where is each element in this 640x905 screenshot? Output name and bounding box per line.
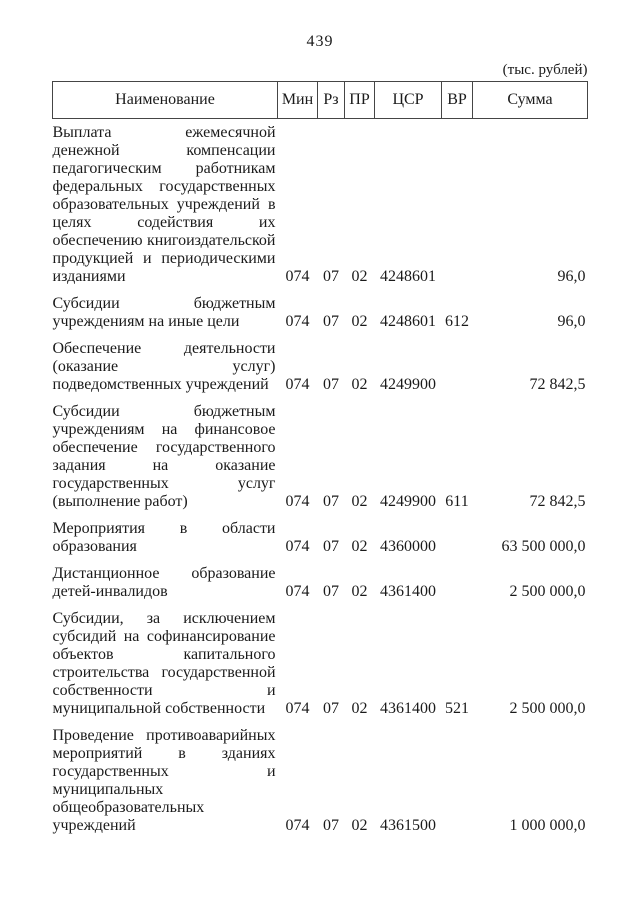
- row-name: Субсидии бюджетным учреждениям на финанс…: [52, 403, 276, 510]
- row-vr: [442, 718, 473, 835]
- row-min: 074: [285, 493, 310, 510]
- row-sum: 2 500 000,0: [509, 700, 586, 717]
- row-vr: [442, 119, 473, 287]
- row-sum: 63 500 000,0: [501, 538, 586, 555]
- row-vr: [442, 331, 473, 394]
- row-min: 074: [285, 583, 310, 600]
- page-number: 439: [306, 33, 334, 50]
- column-header-rz: Рз: [317, 81, 345, 119]
- row-min: 074: [285, 313, 310, 330]
- row-min: 074: [285, 817, 310, 834]
- row-csr: 4248601: [380, 268, 436, 285]
- row-csr: 4360000: [380, 538, 436, 555]
- row-vr: 611: [445, 493, 469, 510]
- table-row: Выплата ежемесячной денежной компенсации…: [53, 119, 588, 287]
- row-pr: 02: [351, 268, 368, 285]
- column-header-sum: Сумма: [472, 81, 588, 119]
- row-csr: 4249900: [380, 493, 436, 510]
- row-rz: 07: [323, 313, 339, 330]
- row-pr: 02: [351, 583, 368, 600]
- row-min: 074: [285, 268, 310, 285]
- table-row: Мероприятия в области образования 074 07…: [53, 511, 588, 556]
- row-pr: 02: [351, 817, 368, 834]
- table-row: Дистанционное образование детей-инвалидо…: [53, 556, 588, 601]
- table-row: Субсидии, за исключением субсидий на соф…: [53, 601, 588, 718]
- row-name: Дистанционное образование детей-инвалидо…: [52, 565, 276, 600]
- table-row: Проведение противоаварийных мероприятий …: [53, 718, 588, 835]
- row-pr: 02: [351, 538, 368, 555]
- row-name: Проведение противоаварийных мероприятий …: [52, 727, 276, 834]
- column-header-pr: ПР: [344, 81, 375, 119]
- units-note: (тыс. рублей): [502, 62, 588, 78]
- row-csr: 4248601: [380, 313, 436, 330]
- column-header-min: Мин: [277, 81, 318, 119]
- row-sum: 72 842,5: [529, 493, 586, 510]
- row-vr: 612: [445, 313, 469, 330]
- row-sum: 72 842,5: [529, 376, 586, 393]
- row-vr: [442, 511, 473, 556]
- table-row: Обеспечение деятельности (оказание услуг…: [53, 331, 588, 394]
- row-pr: 02: [351, 376, 368, 393]
- row-vr: [442, 556, 473, 601]
- row-sum: 96,0: [557, 268, 586, 285]
- row-sum: 96,0: [557, 313, 586, 330]
- row-min: 074: [285, 700, 310, 717]
- row-csr: 4361400: [380, 583, 436, 600]
- row-name: Субсидии бюджетным учреждениям на иные ц…: [52, 295, 276, 330]
- row-rz: 07: [323, 268, 339, 285]
- table-row: Субсидии бюджетным учреждениям на иные ц…: [53, 286, 588, 331]
- row-csr: 4361400: [380, 700, 436, 717]
- row-sum: 2 500 000,0: [509, 583, 586, 600]
- row-name: Выплата ежемесячной денежной компенсации…: [52, 124, 276, 285]
- column-header-csr: ЦСР: [374, 81, 442, 119]
- row-pr: 02: [351, 493, 368, 510]
- row-min: 074: [285, 376, 310, 393]
- row-rz: 07: [323, 700, 339, 717]
- row-rz: 07: [323, 817, 339, 834]
- row-csr: 4249900: [380, 376, 436, 393]
- row-rz: 07: [323, 493, 339, 510]
- row-csr: 4361500: [380, 817, 436, 834]
- row-vr: 521: [445, 700, 469, 717]
- row-rz: 07: [323, 376, 339, 393]
- column-header-vr: ВР: [441, 81, 473, 119]
- row-sum: 1 000 000,0: [509, 817, 586, 834]
- row-min: 074: [285, 538, 310, 555]
- table-header-row: Наименование Мин Рз ПР ЦСР ВР Сумма: [52, 81, 588, 119]
- table-row: Субсидии бюджетным учреждениям на финанс…: [53, 394, 588, 511]
- row-pr: 02: [351, 313, 368, 330]
- budget-table: Наименование Мин Рз ПР ЦСР ВР Сумма Выпл…: [52, 81, 588, 835]
- row-pr: 02: [351, 700, 368, 717]
- row-name: Мероприятия в области образования: [52, 520, 276, 555]
- row-rz: 07: [323, 538, 339, 555]
- row-rz: 07: [323, 583, 339, 600]
- column-header-name: Наименование: [52, 81, 278, 119]
- row-name: Обеспечение деятельности (оказание услуг…: [52, 340, 276, 393]
- row-name: Субсидии, за исключением субсидий на соф…: [52, 610, 276, 717]
